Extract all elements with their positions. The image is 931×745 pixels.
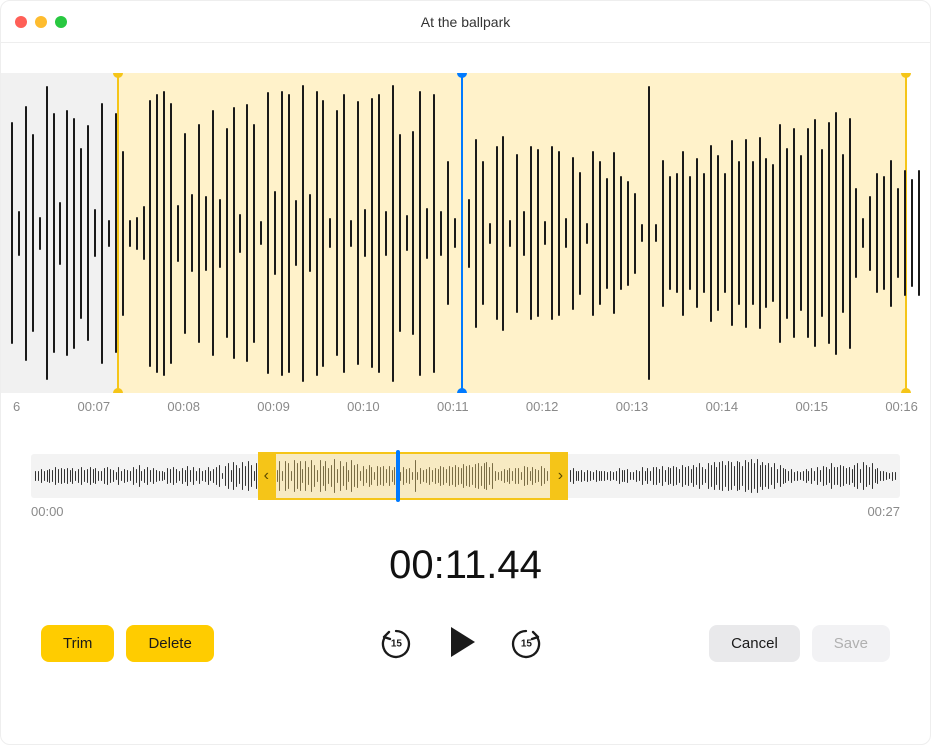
- overview-handle-start[interactable]: ‹: [258, 452, 274, 500]
- skip-back-label: 15: [391, 638, 402, 649]
- ruler-tick: 00:10: [347, 399, 380, 414]
- ruler-tick: 00:07: [78, 399, 111, 414]
- play-icon: [441, 622, 481, 662]
- overview-end-time: 00:27: [867, 504, 900, 519]
- ruler-tick: 00:16: [885, 399, 918, 414]
- main-waveform[interactable]: [1, 73, 930, 393]
- playhead[interactable]: [461, 73, 463, 393]
- ruler-tick: 00:12: [526, 399, 559, 414]
- ruler-tick: 6: [13, 399, 20, 414]
- ruler-tick: 00:13: [616, 399, 649, 414]
- overview-handle-end[interactable]: ›: [552, 452, 568, 500]
- window-title: At the ballpark: [1, 14, 930, 30]
- ruler-tick: 00:09: [257, 399, 290, 414]
- ruler-tick: 00:15: [795, 399, 828, 414]
- titlebar: At the ballpark: [1, 1, 930, 43]
- save-button: Save: [812, 625, 890, 662]
- skip-forward-label: 15: [521, 638, 532, 649]
- cancel-button[interactable]: Cancel: [709, 625, 800, 662]
- overview-waveform[interactable]: ‹ ›: [31, 454, 900, 498]
- zoom-icon[interactable]: [55, 16, 67, 28]
- trim-button[interactable]: Trim: [41, 625, 114, 662]
- play-button[interactable]: [441, 622, 481, 665]
- overview-playhead[interactable]: [396, 450, 400, 502]
- skip-forward-button[interactable]: 15: [509, 627, 543, 661]
- delete-button[interactable]: Delete: [126, 625, 213, 662]
- current-timecode: 00:11.44: [1, 543, 930, 588]
- ruler-tick: 00:11: [437, 399, 469, 414]
- waveform-bars: [1, 73, 930, 393]
- time-ruler: 6 00:07 00:08 00:09 00:10 00:11 00:12 00:13 00:1…: [1, 393, 930, 414]
- overview-selection[interactable]: [274, 452, 552, 500]
- controls-row: Trim Delete 15 15 Cancel Save: [1, 622, 930, 665]
- ruler-tick: 00:14: [706, 399, 739, 414]
- overview-start-time: 00:00: [31, 504, 64, 519]
- ruler-tick: 00:08: [167, 399, 200, 414]
- traffic-lights: [15, 16, 67, 28]
- close-icon[interactable]: [15, 16, 27, 28]
- minimize-icon[interactable]: [35, 16, 47, 28]
- overview-times: 00:00 00:27: [31, 504, 900, 519]
- skip-back-button[interactable]: 15: [379, 627, 413, 661]
